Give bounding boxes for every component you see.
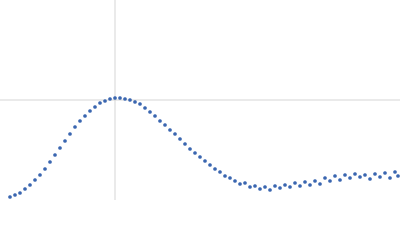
data-point <box>33 178 37 182</box>
data-point <box>263 185 267 189</box>
data-point <box>333 174 337 178</box>
data-point <box>303 180 307 184</box>
data-point <box>198 155 202 159</box>
data-point <box>313 179 317 183</box>
data-point <box>23 187 27 191</box>
data-point <box>283 183 287 187</box>
data-point <box>8 195 12 199</box>
data-point <box>183 142 187 146</box>
data-point <box>203 159 207 163</box>
data-point <box>88 109 92 113</box>
data-point <box>228 176 232 180</box>
data-point <box>28 183 32 187</box>
data-point <box>338 178 342 182</box>
data-point <box>208 163 212 167</box>
data-point <box>58 146 62 150</box>
data-point <box>233 179 237 183</box>
data-point <box>128 98 132 102</box>
data-point <box>108 97 112 101</box>
data-point <box>308 183 312 187</box>
data-point <box>363 173 367 177</box>
data-point <box>133 100 137 104</box>
data-point <box>218 170 222 174</box>
data-point <box>143 106 147 110</box>
data-point <box>113 96 117 100</box>
data-point <box>393 170 397 174</box>
data-point <box>248 185 252 189</box>
data-point <box>193 151 197 155</box>
data-point <box>323 176 327 180</box>
data-point <box>78 119 82 123</box>
data-point <box>118 96 122 100</box>
chart <box>0 0 400 200</box>
data-point <box>293 181 297 185</box>
data-point <box>18 191 22 195</box>
data-point <box>63 139 67 143</box>
data-point <box>98 101 102 105</box>
data-point <box>123 97 127 101</box>
data-point <box>223 174 227 178</box>
data-point <box>243 181 247 185</box>
data-point <box>348 176 352 180</box>
data-point <box>53 153 57 157</box>
data-point <box>148 110 152 114</box>
data-point <box>378 175 382 179</box>
data-point <box>68 132 72 136</box>
data-point <box>163 123 167 127</box>
data-point <box>173 132 177 136</box>
data-point <box>278 186 282 190</box>
data-point <box>93 105 97 109</box>
data-point <box>213 167 217 171</box>
data-point <box>258 187 262 191</box>
data-point <box>273 184 277 188</box>
data-point <box>43 167 47 171</box>
data-point <box>383 171 387 175</box>
data-point <box>138 102 142 106</box>
data-point <box>168 128 172 132</box>
data-point <box>368 177 372 181</box>
data-point <box>253 184 257 188</box>
data-point <box>48 160 52 164</box>
data-point <box>13 193 17 197</box>
data-point <box>358 175 362 179</box>
data-point <box>396 174 400 178</box>
data-point <box>288 185 292 189</box>
data-point <box>298 184 302 188</box>
data-point <box>83 114 87 118</box>
data-point <box>318 182 322 186</box>
data-point <box>343 173 347 177</box>
data-point <box>373 172 377 176</box>
data-point <box>353 172 357 176</box>
data-point <box>388 176 392 180</box>
data-point <box>188 147 192 151</box>
data-point <box>38 173 42 177</box>
data-point <box>103 99 107 103</box>
data-point <box>268 188 272 192</box>
data-point <box>178 137 182 141</box>
data-point <box>238 182 242 186</box>
data-point <box>73 125 77 129</box>
data-point <box>158 119 162 123</box>
data-point <box>328 179 332 183</box>
data-point <box>153 114 157 118</box>
